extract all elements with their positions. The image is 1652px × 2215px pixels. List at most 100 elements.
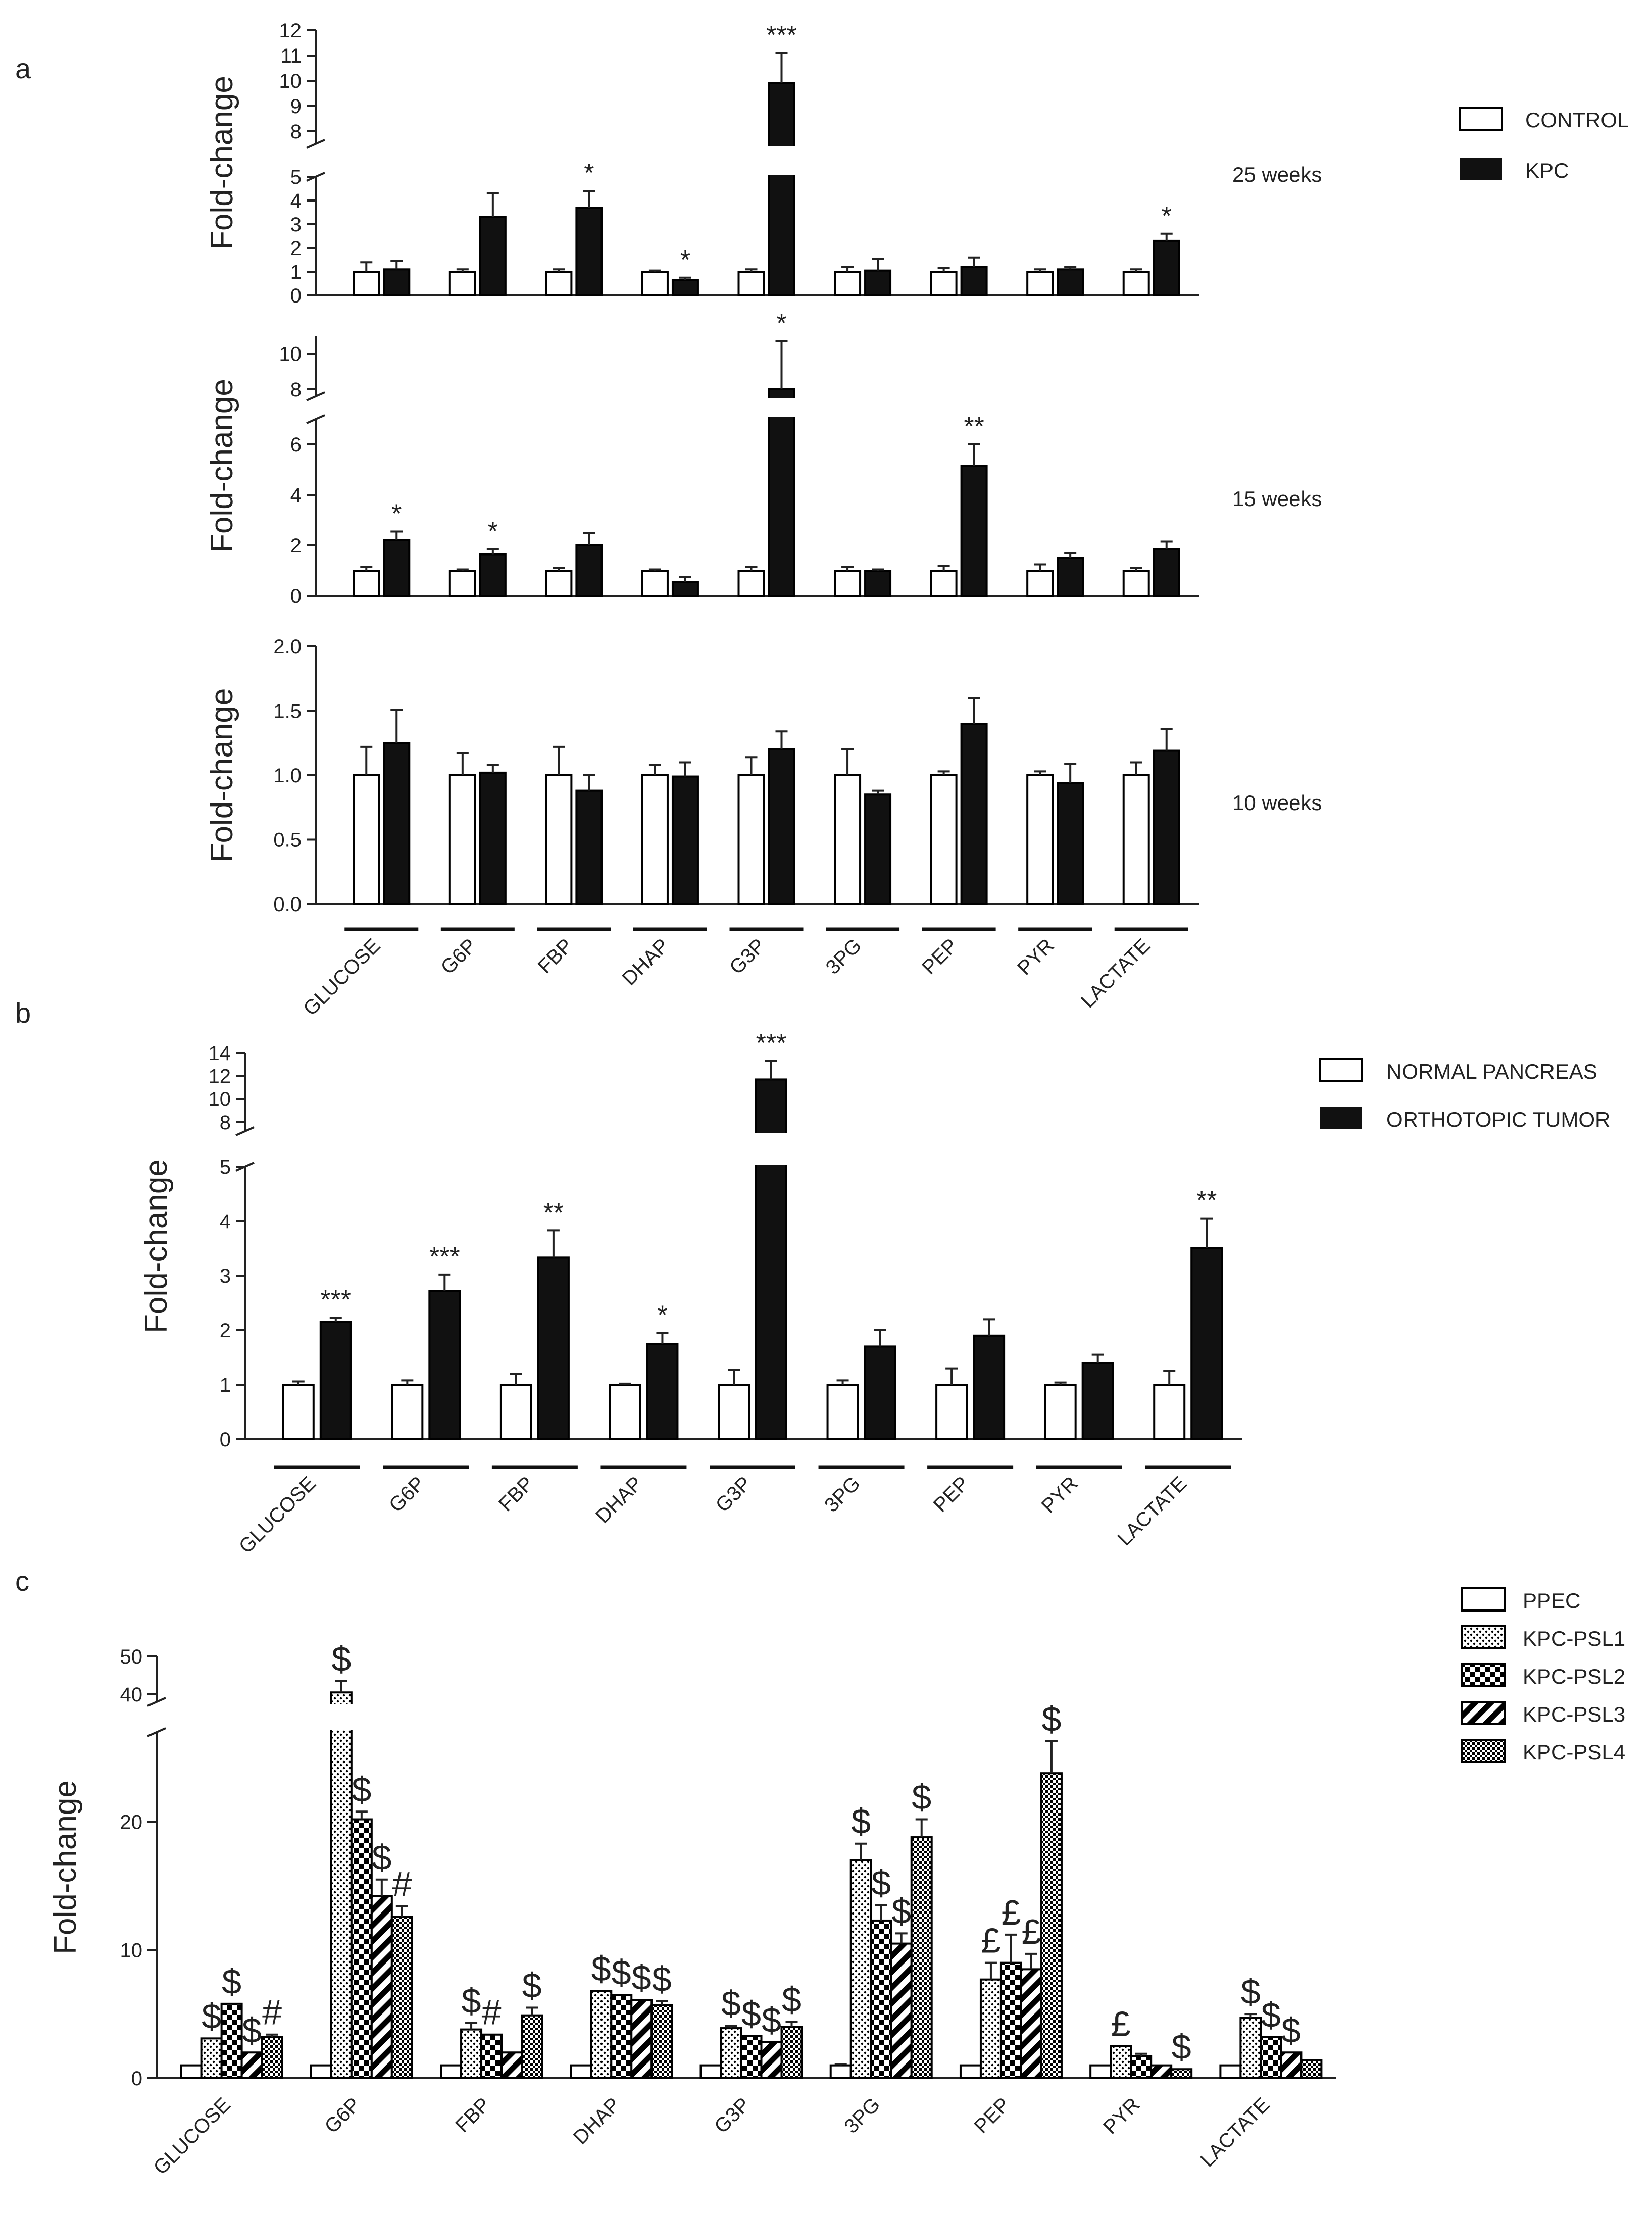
bar-kpc <box>479 216 507 296</box>
significance-marker: $ <box>242 2010 262 2050</box>
bar-kpc <box>960 266 988 296</box>
axis-break-mark <box>306 139 325 149</box>
bar-ppec <box>180 2064 203 2080</box>
significance-marker: $ <box>522 1966 542 2005</box>
y-tick-label: 4 <box>290 190 302 212</box>
bar-orthotopic-tumor <box>646 1343 679 1440</box>
category-label: GLUCOSE <box>149 2093 235 2179</box>
y-tick-label: 1.5 <box>273 700 302 723</box>
bar-kpc-psl4 <box>390 1916 413 2079</box>
bar-kpc <box>1153 239 1180 296</box>
bar-kpc-psl4 <box>1170 2068 1193 2079</box>
bar-normal-pancreas <box>826 1384 859 1440</box>
category-label: G3P <box>712 1472 756 1517</box>
y-tick-label: 12 <box>279 20 302 42</box>
category-label: PEP <box>970 2093 1015 2138</box>
bar-kpc-psl4 <box>780 2026 803 2080</box>
legend-swatch-kpc-psl1 <box>1461 1625 1506 1649</box>
significance-marker: * <box>776 309 786 338</box>
category-label: G3P <box>710 2093 755 2138</box>
significance-marker: * <box>584 159 594 188</box>
bar-control <box>448 774 476 905</box>
y-axis-label: Fold-change <box>139 1159 174 1333</box>
category-label: LACTATE <box>1113 1472 1191 1550</box>
significance-marker: $ <box>202 1996 221 2036</box>
significance-marker: $ <box>891 1891 911 1931</box>
bar-kpc-psl1 <box>200 2037 223 2079</box>
bar-kpc-psl2 <box>350 1818 373 2080</box>
bar-kpc-psl4 <box>521 2014 543 2080</box>
significance-marker: $ <box>462 1981 481 2021</box>
bar-orthotopic-tumor <box>973 1334 1006 1441</box>
bar-control <box>834 774 862 905</box>
significance-marker: $ <box>1241 1972 1261 2011</box>
bar-kpc <box>479 771 507 905</box>
bar-kpc-psl2 <box>1260 2036 1282 2079</box>
y-tick-label: 2 <box>290 237 302 260</box>
significance-marker: *** <box>766 21 797 50</box>
bar-control <box>737 774 765 905</box>
legend-a: CONTROL KPC <box>1459 107 1629 182</box>
bar-ppec <box>1089 2064 1112 2080</box>
legend-swatch-kpc <box>1460 158 1502 180</box>
category-label: FBP <box>494 1472 538 1516</box>
y-tick-label: 9 <box>290 95 302 118</box>
significance-marker: £ <box>1021 1912 1041 1951</box>
bar-control <box>737 271 765 296</box>
y-tick-label: 11 <box>280 45 302 67</box>
significance-marker: ** <box>1196 1186 1217 1216</box>
y-tick-label: 10 <box>120 1939 143 1961</box>
category-label: G6P <box>320 2093 365 2138</box>
category-label: PYR <box>1037 1472 1082 1517</box>
bar-kpc-psl4 <box>1040 1772 1063 2080</box>
y-axis-label: Fold-change <box>205 379 239 553</box>
category-label: LACTATE <box>1077 934 1155 1012</box>
bar-normal-pancreas <box>1044 1384 1077 1440</box>
significance-marker: $ <box>331 1639 351 1679</box>
bar-normal-pancreas <box>718 1384 750 1440</box>
axis-break-mark <box>306 391 325 401</box>
bar-control <box>545 774 573 905</box>
y-tick-label: 1.0 <box>273 765 302 787</box>
category-label: GLUCOSE <box>235 1472 320 1557</box>
y-tick-label: 8 <box>290 379 302 401</box>
y-tick-label: 50 <box>120 1646 143 1668</box>
significance-marker: $ <box>652 1959 672 1999</box>
category-label: DHAP <box>569 2093 625 2149</box>
bar-kpc-psl3 <box>1280 2051 1303 2080</box>
bar-orthotopic-tumor <box>864 1345 896 1440</box>
legend-label-kpc-psl4: KPC-PSL4 <box>1523 1740 1625 1764</box>
bar-control <box>545 271 573 296</box>
bar-kpc-psl2 <box>870 1919 892 2079</box>
bar-kpc <box>1057 268 1084 296</box>
legend-swatch-orthotopic-tumor <box>1320 1107 1362 1129</box>
bar-kpc-psl2 <box>220 2002 243 2079</box>
axis-break-mark <box>147 1727 166 1737</box>
bar-control <box>930 774 958 905</box>
significance-marker: $ <box>871 1864 891 1903</box>
bar-ppec <box>1219 2064 1242 2080</box>
significance-marker: # <box>482 1993 502 2032</box>
significance-marker: $ <box>372 1838 391 1877</box>
y-tick-label: 4 <box>220 1211 231 1233</box>
y-tick-label: 5 <box>220 1156 231 1178</box>
panel-letter-b: b <box>15 997 31 1029</box>
significance-marker: $ <box>762 2000 781 2040</box>
bar-control <box>353 774 380 905</box>
significance-marker: £ <box>1001 1893 1021 1932</box>
axis-break-mark <box>306 414 325 424</box>
category-label: G6P <box>436 934 481 979</box>
bar-control <box>834 271 862 296</box>
significance-marker: $ <box>352 1770 371 1809</box>
significance-marker: $ <box>632 1958 652 1997</box>
bar-ppec <box>699 2064 722 2080</box>
bar-control <box>641 271 669 296</box>
bar-control <box>1026 271 1054 296</box>
y-axis-label: Fold-change <box>205 688 239 863</box>
significance-marker: £ <box>981 1921 1000 1960</box>
significance-marker: *** <box>756 1029 787 1058</box>
bar-kpc-psl1 <box>330 1691 353 2079</box>
legend-label-kpc-psl1: KPC-PSL1 <box>1523 1627 1625 1650</box>
